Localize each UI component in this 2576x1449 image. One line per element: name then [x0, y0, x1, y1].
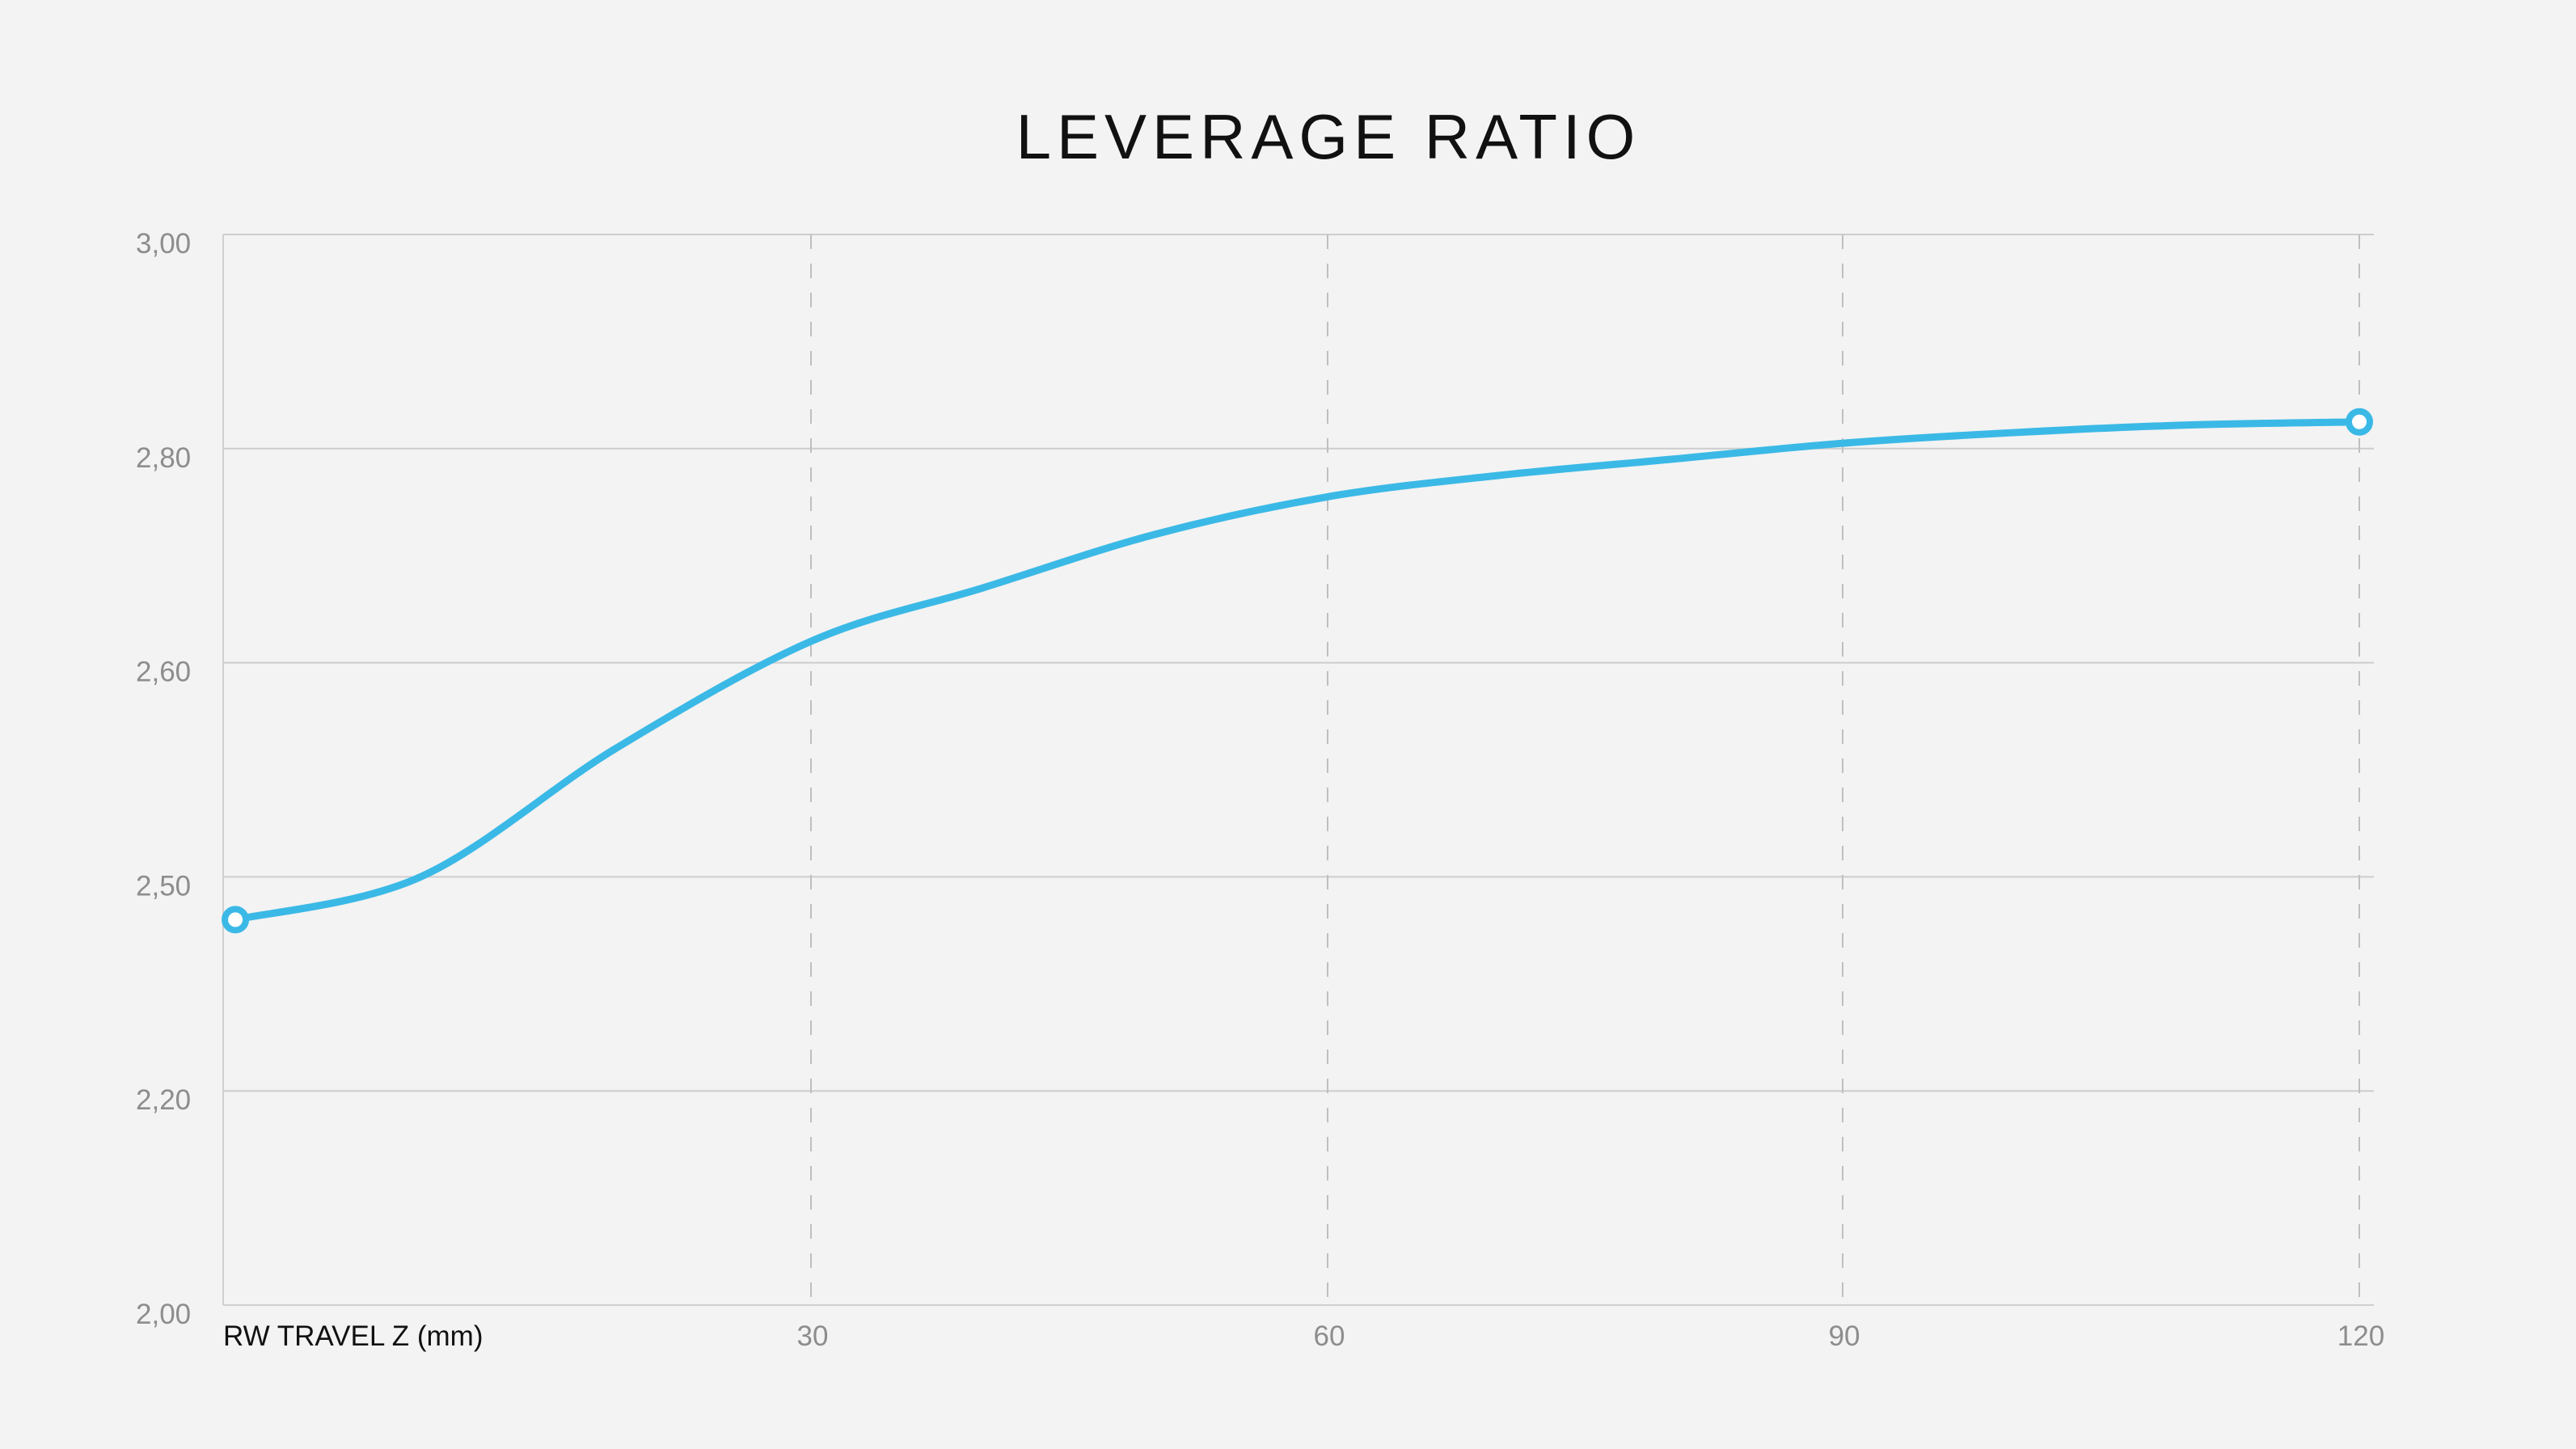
endpoint-marker: [2346, 408, 2373, 436]
series-line: [231, 418, 2363, 923]
tick-labels: 2,00 2,20 2,50 2,60 2,80 3,00 30 60 90 120: [136, 228, 2384, 1352]
y-tick-label: 2,00: [136, 1299, 191, 1330]
x-tick-label: 120: [2337, 1320, 2384, 1352]
y-tick-label: 2,50: [136, 870, 191, 902]
x-axis-title: RW TRAVEL Z (mm): [223, 1320, 483, 1352]
endpoint-marker: [222, 906, 250, 934]
y-tick-label: 3,00: [136, 228, 191, 260]
y-tick-label: 2,60: [136, 657, 191, 688]
x-tick-label: 90: [1829, 1320, 1860, 1352]
y-tick-label: 2,20: [136, 1084, 191, 1116]
y-tick-label: 2,80: [136, 442, 191, 474]
x-tick-label: 60: [1314, 1320, 1345, 1352]
series: [222, 408, 2373, 934]
chart-title: LEVERAGE RATIO: [1016, 101, 1641, 172]
grid: [222, 234, 2374, 1306]
x-tick-label: 30: [797, 1320, 829, 1352]
